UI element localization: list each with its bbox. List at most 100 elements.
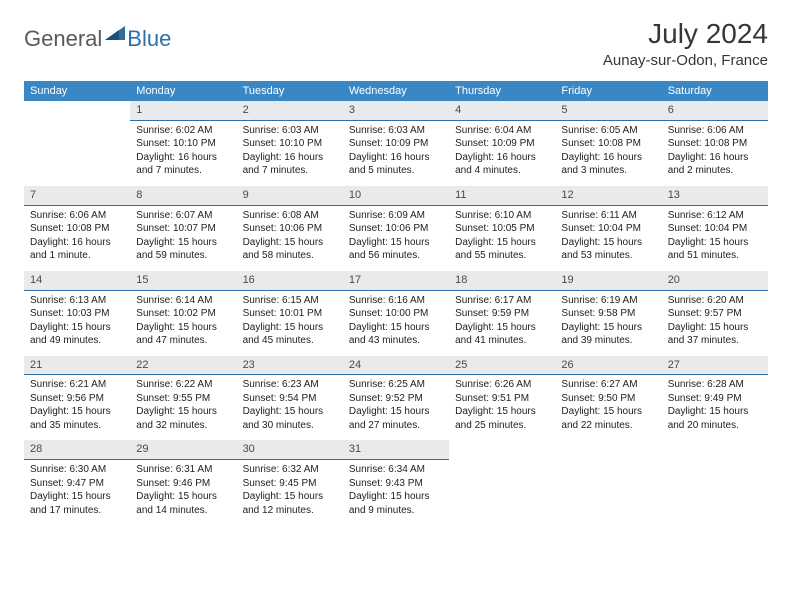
sunrise-text: Sunrise: 6:10 AM	[455, 209, 549, 223]
daylight-text: and 2 minutes.	[668, 164, 762, 178]
day-details: Sunrise: 6:31 AMSunset: 9:46 PMDaylight:…	[130, 460, 236, 525]
day-details: Sunrise: 6:09 AMSunset: 10:06 PMDaylight…	[343, 206, 449, 271]
sunset-text: Sunset: 9:45 PM	[243, 477, 337, 491]
day-number: 6	[662, 101, 768, 121]
calendar-day-cell: 11Sunrise: 6:10 AMSunset: 10:05 PMDaylig…	[449, 186, 555, 271]
sunrise-text: Sunrise: 6:02 AM	[136, 124, 230, 138]
day-number: 17	[343, 271, 449, 291]
daylight-text: Daylight: 16 hours	[455, 151, 549, 165]
sunset-text: Sunset: 9:51 PM	[455, 392, 549, 406]
sunrise-text: Sunrise: 6:34 AM	[349, 463, 443, 477]
calendar-day-cell: 30Sunrise: 6:32 AMSunset: 9:45 PMDayligh…	[237, 440, 343, 525]
day-details: Sunrise: 6:08 AMSunset: 10:06 PMDaylight…	[237, 206, 343, 271]
sunrise-text: Sunrise: 6:06 AM	[668, 124, 762, 138]
day-number: 9	[237, 186, 343, 206]
sunset-text: Sunset: 9:57 PM	[668, 307, 762, 321]
daylight-text: Daylight: 15 hours	[243, 490, 337, 504]
calendar-day-cell: 4Sunrise: 6:04 AMSunset: 10:09 PMDayligh…	[449, 101, 555, 186]
sunrise-text: Sunrise: 6:30 AM	[30, 463, 124, 477]
sunset-text: Sunset: 9:50 PM	[561, 392, 655, 406]
calendar-day-cell: 14Sunrise: 6:13 AMSunset: 10:03 PMDaylig…	[24, 271, 130, 356]
calendar-day-cell: 24Sunrise: 6:25 AMSunset: 9:52 PMDayligh…	[343, 356, 449, 441]
daylight-text: and 3 minutes.	[561, 164, 655, 178]
day-number: 12	[555, 186, 661, 206]
sunrise-text: Sunrise: 6:03 AM	[243, 124, 337, 138]
calendar-day-cell	[24, 101, 130, 186]
calendar-day-cell: 16Sunrise: 6:15 AMSunset: 10:01 PMDaylig…	[237, 271, 343, 356]
sunset-text: Sunset: 9:52 PM	[349, 392, 443, 406]
daylight-text: and 56 minutes.	[349, 249, 443, 263]
daylight-text: Daylight: 15 hours	[668, 321, 762, 335]
daylight-text: and 5 minutes.	[349, 164, 443, 178]
sunset-text: Sunset: 10:06 PM	[243, 222, 337, 236]
calendar-body: 1Sunrise: 6:02 AMSunset: 10:10 PMDayligh…	[24, 101, 768, 525]
daylight-text: and 17 minutes.	[30, 504, 124, 518]
calendar-day-cell: 9Sunrise: 6:08 AMSunset: 10:06 PMDayligh…	[237, 186, 343, 271]
daylight-text: and 7 minutes.	[136, 164, 230, 178]
calendar-day-cell: 22Sunrise: 6:22 AMSunset: 9:55 PMDayligh…	[130, 356, 236, 441]
daylight-text: Daylight: 15 hours	[455, 321, 549, 335]
day-number: 1	[130, 101, 236, 121]
day-number: 8	[130, 186, 236, 206]
day-details: Sunrise: 6:28 AMSunset: 9:49 PMDaylight:…	[662, 375, 768, 440]
daylight-text: and 1 minute.	[30, 249, 124, 263]
sunrise-text: Sunrise: 6:26 AM	[455, 378, 549, 392]
daylight-text: Daylight: 16 hours	[668, 151, 762, 165]
sunrise-text: Sunrise: 6:19 AM	[561, 294, 655, 308]
day-details: Sunrise: 6:04 AMSunset: 10:09 PMDaylight…	[449, 121, 555, 186]
weekday-header: Sunday	[24, 81, 130, 101]
sunset-text: Sunset: 10:09 PM	[349, 137, 443, 151]
month-title: July 2024	[603, 18, 768, 50]
calendar-day-cell: 31Sunrise: 6:34 AMSunset: 9:43 PMDayligh…	[343, 440, 449, 525]
daylight-text: Daylight: 16 hours	[349, 151, 443, 165]
daylight-text: Daylight: 15 hours	[668, 405, 762, 419]
daylight-text: Daylight: 15 hours	[30, 405, 124, 419]
sunset-text: Sunset: 9:59 PM	[455, 307, 549, 321]
daylight-text: Daylight: 15 hours	[243, 321, 337, 335]
daylight-text: Daylight: 15 hours	[561, 321, 655, 335]
day-details: Sunrise: 6:10 AMSunset: 10:05 PMDaylight…	[449, 206, 555, 271]
weekday-header: Thursday	[449, 81, 555, 101]
day-number: 21	[24, 356, 130, 376]
day-details: Sunrise: 6:07 AMSunset: 10:07 PMDaylight…	[130, 206, 236, 271]
sunset-text: Sunset: 9:55 PM	[136, 392, 230, 406]
day-number: 24	[343, 356, 449, 376]
day-details: Sunrise: 6:22 AMSunset: 9:55 PMDaylight:…	[130, 375, 236, 440]
daylight-text: Daylight: 16 hours	[243, 151, 337, 165]
sunset-text: Sunset: 10:04 PM	[561, 222, 655, 236]
sunset-text: Sunset: 10:00 PM	[349, 307, 443, 321]
day-number: 16	[237, 271, 343, 291]
sunset-text: Sunset: 10:10 PM	[136, 137, 230, 151]
sunset-text: Sunset: 9:47 PM	[30, 477, 124, 491]
page-header: General Blue July 2024 Aunay-sur-Odon, F…	[24, 18, 768, 69]
sunrise-text: Sunrise: 6:05 AM	[561, 124, 655, 138]
daylight-text: Daylight: 15 hours	[30, 321, 124, 335]
calendar-day-cell: 25Sunrise: 6:26 AMSunset: 9:51 PMDayligh…	[449, 356, 555, 441]
daylight-text: and 58 minutes.	[243, 249, 337, 263]
day-number: 19	[555, 271, 661, 291]
day-details: Sunrise: 6:05 AMSunset: 10:08 PMDaylight…	[555, 121, 661, 186]
sunrise-text: Sunrise: 6:25 AM	[349, 378, 443, 392]
calendar-day-cell: 26Sunrise: 6:27 AMSunset: 9:50 PMDayligh…	[555, 356, 661, 441]
day-number: 23	[237, 356, 343, 376]
day-details: Sunrise: 6:20 AMSunset: 9:57 PMDaylight:…	[662, 291, 768, 356]
sunrise-text: Sunrise: 6:14 AM	[136, 294, 230, 308]
sunrise-text: Sunrise: 6:20 AM	[668, 294, 762, 308]
day-number: 31	[343, 440, 449, 460]
day-number: 28	[24, 440, 130, 460]
day-number: 26	[555, 356, 661, 376]
day-details: Sunrise: 6:19 AMSunset: 9:58 PMDaylight:…	[555, 291, 661, 356]
calendar-day-cell: 19Sunrise: 6:19 AMSunset: 9:58 PMDayligh…	[555, 271, 661, 356]
weekday-header: Saturday	[662, 81, 768, 101]
sunset-text: Sunset: 10:10 PM	[243, 137, 337, 151]
daylight-text: Daylight: 15 hours	[349, 236, 443, 250]
daylight-text: and 27 minutes.	[349, 419, 443, 433]
day-number: 10	[343, 186, 449, 206]
sunrise-text: Sunrise: 6:07 AM	[136, 209, 230, 223]
sunrise-text: Sunrise: 6:04 AM	[455, 124, 549, 138]
daylight-text: Daylight: 15 hours	[136, 490, 230, 504]
calendar-week-row: 21Sunrise: 6:21 AMSunset: 9:56 PMDayligh…	[24, 356, 768, 441]
daylight-text: Daylight: 16 hours	[30, 236, 124, 250]
sunrise-text: Sunrise: 6:09 AM	[349, 209, 443, 223]
daylight-text: and 51 minutes.	[668, 249, 762, 263]
